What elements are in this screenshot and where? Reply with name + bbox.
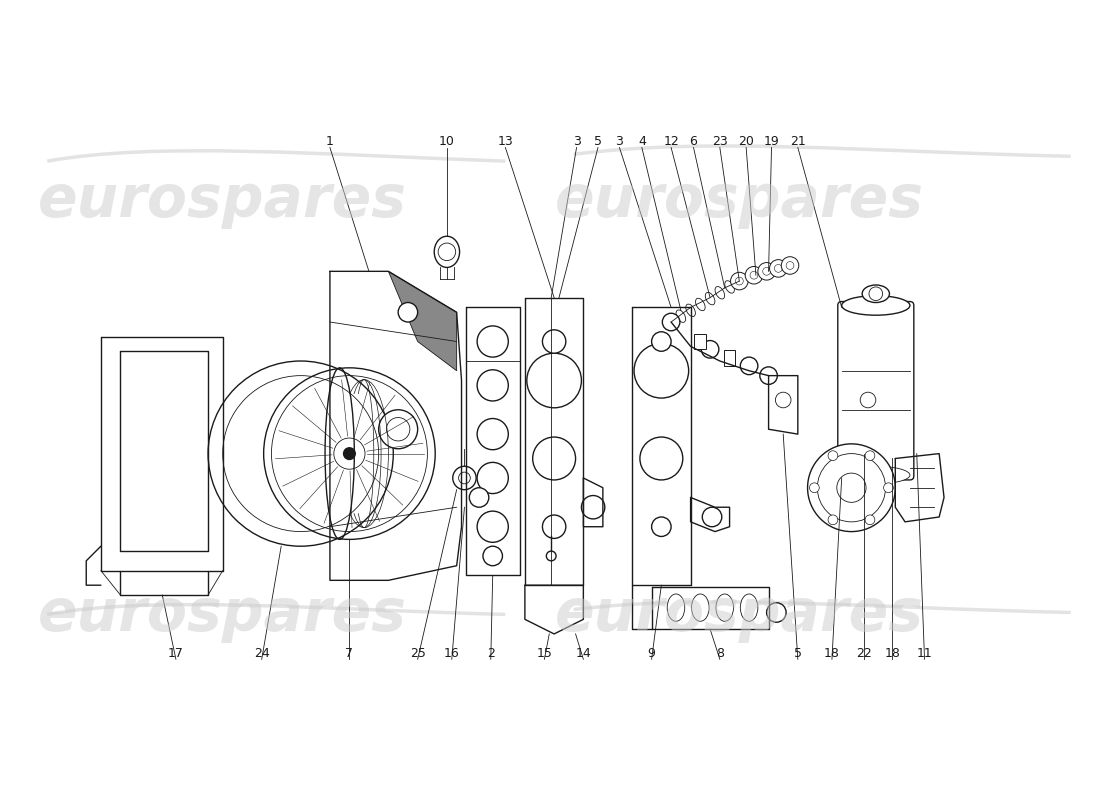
- Bar: [694, 334, 706, 350]
- Ellipse shape: [740, 594, 758, 622]
- Text: 8: 8: [716, 647, 724, 660]
- Text: 14: 14: [575, 647, 591, 660]
- Circle shape: [767, 602, 786, 622]
- Polygon shape: [388, 271, 456, 370]
- Circle shape: [453, 466, 476, 490]
- Circle shape: [781, 257, 799, 274]
- Text: 18: 18: [884, 647, 900, 660]
- Circle shape: [378, 410, 418, 449]
- Ellipse shape: [715, 286, 725, 299]
- Text: 3: 3: [573, 135, 581, 148]
- Circle shape: [807, 444, 895, 531]
- Text: 16: 16: [444, 647, 460, 660]
- Ellipse shape: [716, 594, 734, 622]
- Circle shape: [640, 437, 683, 480]
- Circle shape: [651, 332, 671, 351]
- Ellipse shape: [725, 281, 735, 293]
- Circle shape: [662, 314, 680, 330]
- Circle shape: [477, 370, 508, 401]
- Ellipse shape: [434, 236, 460, 267]
- Circle shape: [477, 418, 508, 450]
- Text: 7: 7: [345, 647, 353, 660]
- Ellipse shape: [842, 296, 910, 315]
- Circle shape: [343, 448, 355, 459]
- Text: 12: 12: [663, 135, 679, 148]
- Ellipse shape: [695, 298, 705, 310]
- Bar: [724, 350, 736, 366]
- Circle shape: [542, 515, 565, 538]
- Circle shape: [758, 262, 776, 280]
- Circle shape: [582, 495, 605, 519]
- Ellipse shape: [842, 466, 910, 484]
- Circle shape: [740, 357, 758, 374]
- Text: 22: 22: [856, 647, 872, 660]
- Text: 24: 24: [254, 647, 270, 660]
- Circle shape: [837, 473, 866, 502]
- Text: 5: 5: [594, 135, 602, 148]
- Circle shape: [828, 450, 838, 461]
- Text: 25: 25: [409, 647, 426, 660]
- Text: 17: 17: [168, 647, 184, 660]
- Text: 13: 13: [497, 135, 514, 148]
- Ellipse shape: [667, 316, 675, 328]
- Ellipse shape: [685, 304, 695, 317]
- Circle shape: [651, 517, 671, 537]
- Circle shape: [883, 483, 893, 493]
- Text: eurospares: eurospares: [554, 586, 924, 643]
- Circle shape: [398, 302, 418, 322]
- Circle shape: [477, 326, 508, 357]
- Circle shape: [730, 272, 748, 290]
- Text: 23: 23: [712, 135, 728, 148]
- Text: 10: 10: [439, 135, 454, 148]
- Circle shape: [532, 437, 575, 480]
- Text: 20: 20: [738, 135, 755, 148]
- Circle shape: [470, 488, 488, 507]
- Circle shape: [865, 450, 874, 461]
- Ellipse shape: [692, 594, 710, 622]
- Circle shape: [770, 260, 788, 277]
- Ellipse shape: [676, 310, 685, 322]
- Ellipse shape: [668, 594, 684, 622]
- Text: 2: 2: [487, 647, 495, 660]
- Circle shape: [702, 507, 722, 526]
- Circle shape: [634, 343, 689, 398]
- Ellipse shape: [735, 275, 744, 287]
- Circle shape: [865, 515, 874, 525]
- Circle shape: [483, 546, 503, 566]
- Circle shape: [776, 392, 791, 408]
- Circle shape: [477, 462, 508, 494]
- Circle shape: [760, 367, 778, 385]
- Text: 21: 21: [790, 135, 805, 148]
- Text: eurospares: eurospares: [39, 586, 407, 643]
- Text: 19: 19: [763, 135, 780, 148]
- Text: 6: 6: [690, 135, 697, 148]
- Circle shape: [828, 515, 838, 525]
- Ellipse shape: [862, 285, 890, 302]
- Text: 3: 3: [616, 135, 624, 148]
- Circle shape: [542, 330, 565, 354]
- Text: 9: 9: [648, 647, 656, 660]
- Text: eurospares: eurospares: [39, 172, 407, 229]
- Circle shape: [477, 511, 508, 542]
- Text: 5: 5: [794, 647, 802, 660]
- Circle shape: [527, 354, 582, 408]
- Text: 15: 15: [537, 647, 552, 660]
- Circle shape: [702, 341, 719, 358]
- Circle shape: [745, 266, 762, 284]
- Text: eurospares: eurospares: [554, 172, 924, 229]
- FancyBboxPatch shape: [838, 302, 914, 480]
- Ellipse shape: [705, 293, 715, 305]
- Text: 4: 4: [638, 135, 646, 148]
- Text: 18: 18: [824, 647, 840, 660]
- Circle shape: [817, 454, 886, 522]
- Text: 11: 11: [916, 647, 933, 660]
- Text: 1: 1: [326, 135, 334, 148]
- Circle shape: [810, 483, 820, 493]
